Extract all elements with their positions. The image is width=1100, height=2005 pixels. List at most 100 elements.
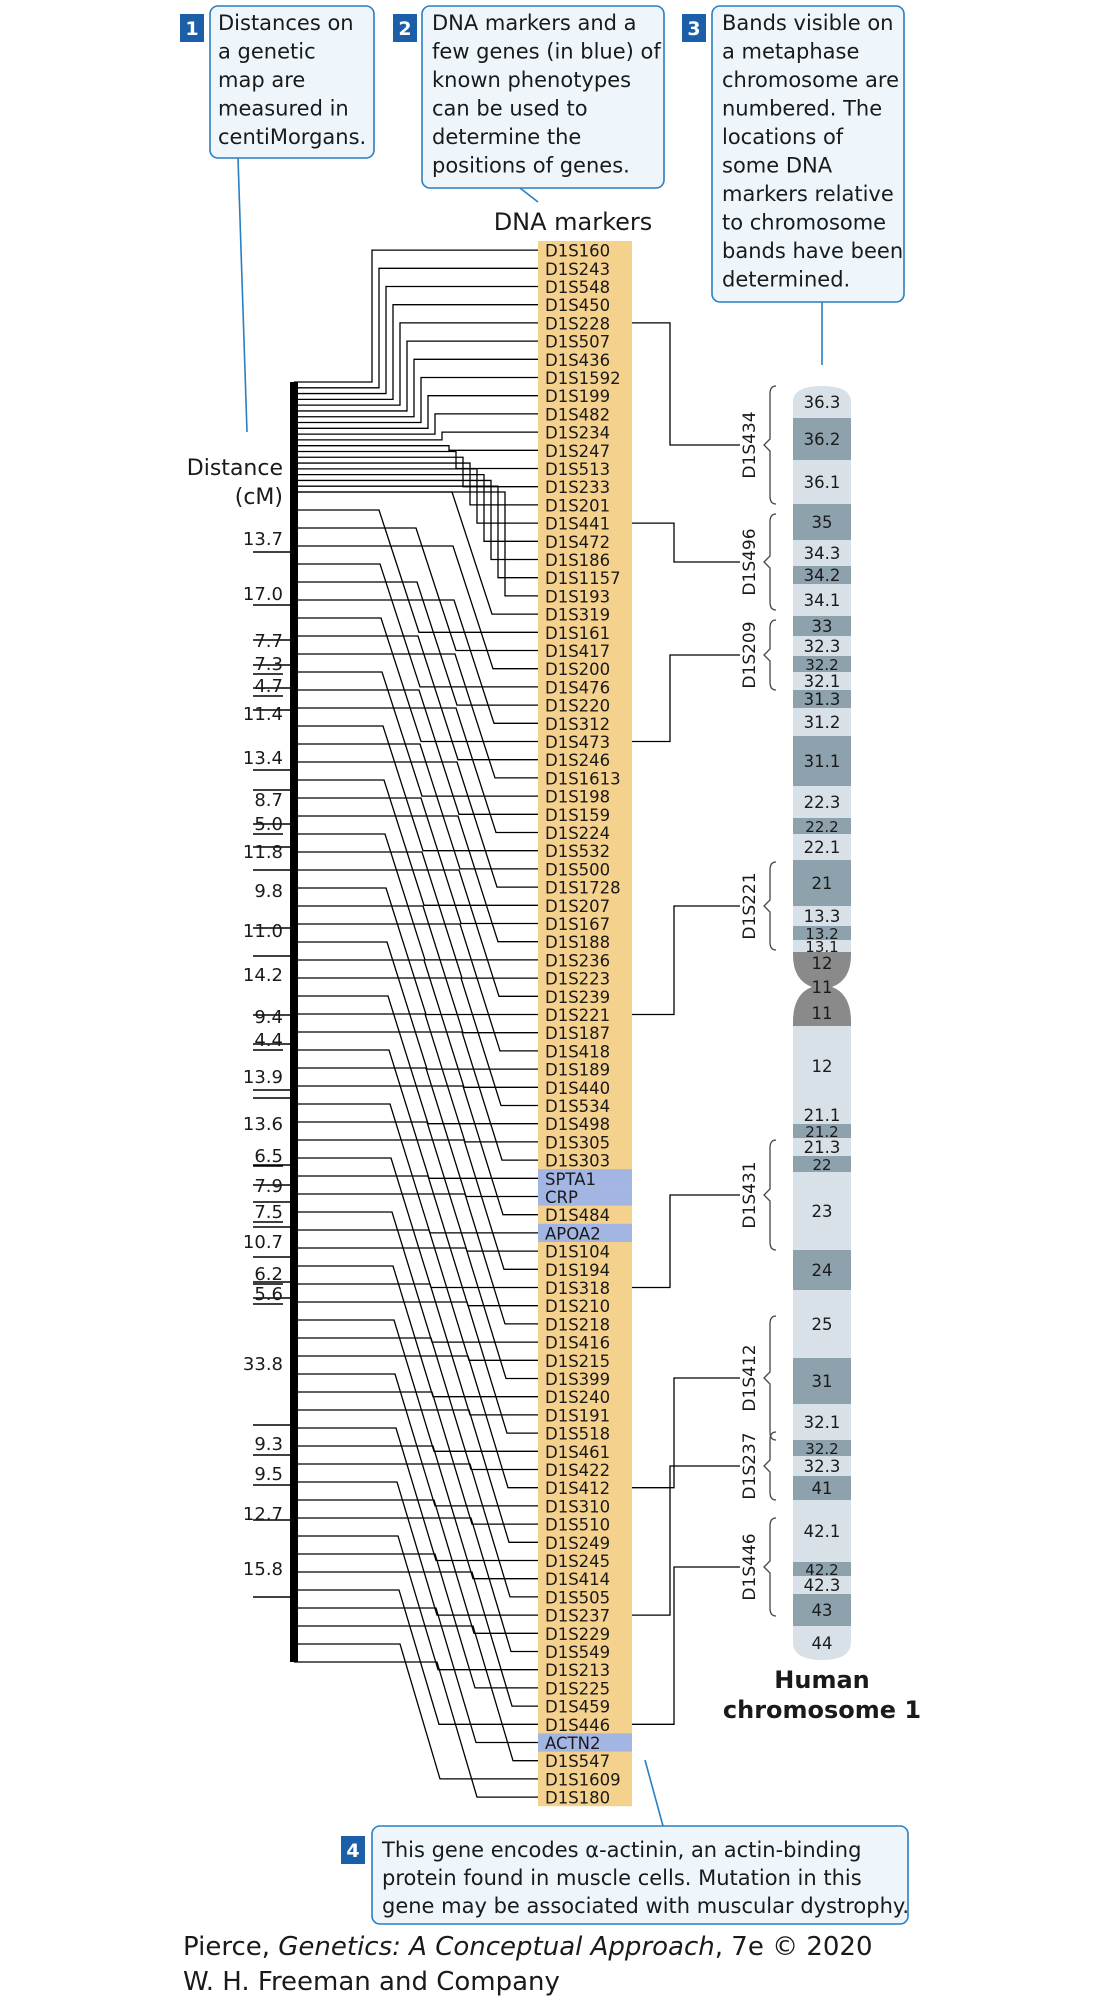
band-label: 32.3: [804, 1457, 841, 1476]
band-label: 42.1: [804, 1522, 841, 1541]
gene-label: CRP: [545, 1188, 578, 1207]
band-label: 32.2: [805, 1440, 838, 1458]
marker-label: D1S510: [545, 1516, 610, 1535]
band-label: 35: [812, 513, 833, 532]
chromosome-band: [793, 818, 851, 834]
map-connector: [294, 322, 538, 406]
map-connector: [294, 1049, 538, 1179]
marker-label: D1S159: [545, 806, 610, 825]
marker-label: D1S472: [545, 533, 610, 552]
band-label: 43: [812, 1601, 833, 1620]
band-label: 32.1: [804, 672, 841, 691]
marker-label: D1S210: [545, 1297, 610, 1316]
map-connector: [294, 1481, 538, 1616]
marker-label: D1S223: [545, 970, 610, 989]
chromosome-band: [793, 1290, 851, 1358]
distance-label: 9.4: [254, 1007, 283, 1028]
marker-label: D1S188: [545, 933, 610, 952]
band-label: 31.3: [804, 690, 841, 709]
callout-number: 1: [185, 18, 198, 40]
marker-label: D1S220: [545, 697, 610, 716]
marker-label: D1S1613: [545, 769, 621, 788]
chromosome-band: [793, 1500, 851, 1562]
chromosome-band: [793, 418, 851, 460]
chromosome-band: [793, 1250, 851, 1290]
chromosome-band: [793, 1576, 851, 1594]
band-connector: [632, 905, 740, 1016]
map-connector: [294, 743, 538, 870]
callout-box: [421, 5, 665, 189]
distance-label: 14.2: [243, 965, 283, 986]
marker-label: D1S218: [545, 1315, 610, 1334]
marker-label: D1S417: [545, 642, 610, 661]
markers-heading: DNA markers: [494, 208, 653, 236]
callout-text-line: measured in: [218, 97, 349, 121]
callout-number: 3: [687, 18, 700, 40]
marker-label: D1S229: [545, 1625, 610, 1644]
chromosome-band: [793, 1440, 851, 1456]
map-connector: [294, 761, 538, 888]
map-connector: [294, 473, 538, 542]
band-label: 34.3: [804, 544, 841, 563]
chromosome-band: [793, 584, 851, 616]
band-label: 36.3: [804, 393, 841, 412]
band-label: 44: [812, 1634, 833, 1653]
map-connector: [294, 1517, 538, 1653]
callout-text-line: markers relative: [722, 182, 894, 206]
map-connector: [294, 995, 538, 1125]
map-connector: [294, 456, 538, 488]
chromosome-band: [793, 1124, 851, 1138]
map-connector: [294, 959, 538, 1088]
band-label: 22.1: [804, 838, 841, 857]
band-connector: [632, 1465, 740, 1616]
marker-label: D1S160: [545, 242, 610, 261]
marker-label: D1S213: [545, 1661, 610, 1680]
band-label: 32.1: [804, 1413, 841, 1432]
marker-label: D1S459: [545, 1698, 610, 1717]
distance-heading-line1: Distance: [187, 456, 283, 481]
distance-label: 7.5: [254, 1202, 283, 1223]
band-label: 41: [812, 1479, 833, 1498]
callout-text-line: centiMorgans.: [218, 125, 366, 149]
marker-label: D1S1609: [545, 1770, 621, 1789]
chromosome-band: [793, 460, 851, 504]
distance-label: 5.6: [254, 1284, 283, 1305]
map-connector: [294, 491, 538, 615]
distance-label: 5.0: [254, 814, 283, 835]
band-label: 13.2: [805, 925, 838, 943]
map-connector: [294, 479, 538, 561]
map-connector: [294, 923, 538, 1052]
callout-text-line: map are: [218, 68, 305, 92]
marker-label: D1S532: [545, 842, 610, 861]
marker-label: D1S215: [545, 1352, 610, 1371]
marker-label: D1S446: [545, 1716, 610, 1735]
distance-heading-line2: (cM): [235, 485, 283, 510]
chromosome-band: [793, 504, 851, 540]
bracket-shape: [763, 1431, 777, 1501]
callout-3: 3 Bands visible on a metaphase chromosome a…: [682, 5, 905, 365]
gene-label: SPTA1: [545, 1170, 596, 1189]
map-connector: [294, 815, 538, 943]
callout-1: 1 Distances on a genetic map are measured in…: [180, 5, 375, 433]
map-connector: [294, 358, 538, 418]
map-connector: [294, 1391, 538, 1525]
band-marker-label: D1S496: [740, 528, 760, 595]
band-label: 13.3: [804, 907, 841, 926]
map-connector: [294, 545, 538, 670]
band-label: 34.2: [804, 566, 841, 585]
chromosome-band: [793, 952, 851, 974]
band-bracket-d1s221: D1S221: [632, 861, 777, 1016]
gene-highlight: [538, 1733, 632, 1752]
map-connector: [294, 509, 538, 633]
map-connector: [294, 887, 538, 1016]
marker-label: D1S473: [545, 733, 610, 752]
marker-label: D1S303: [545, 1152, 610, 1171]
gene-highlight: [538, 1187, 632, 1206]
marker-label: D1S249: [545, 1534, 610, 1553]
chromosome-band: [793, 1000, 851, 1026]
marker-label: D1S1728: [545, 879, 621, 898]
chromosome-band: [793, 690, 851, 708]
bracket-shape: [763, 1139, 777, 1251]
map-connector: [294, 1643, 538, 1780]
callout-text-line: protein found in muscle cells. Mutation …: [382, 1866, 862, 1890]
